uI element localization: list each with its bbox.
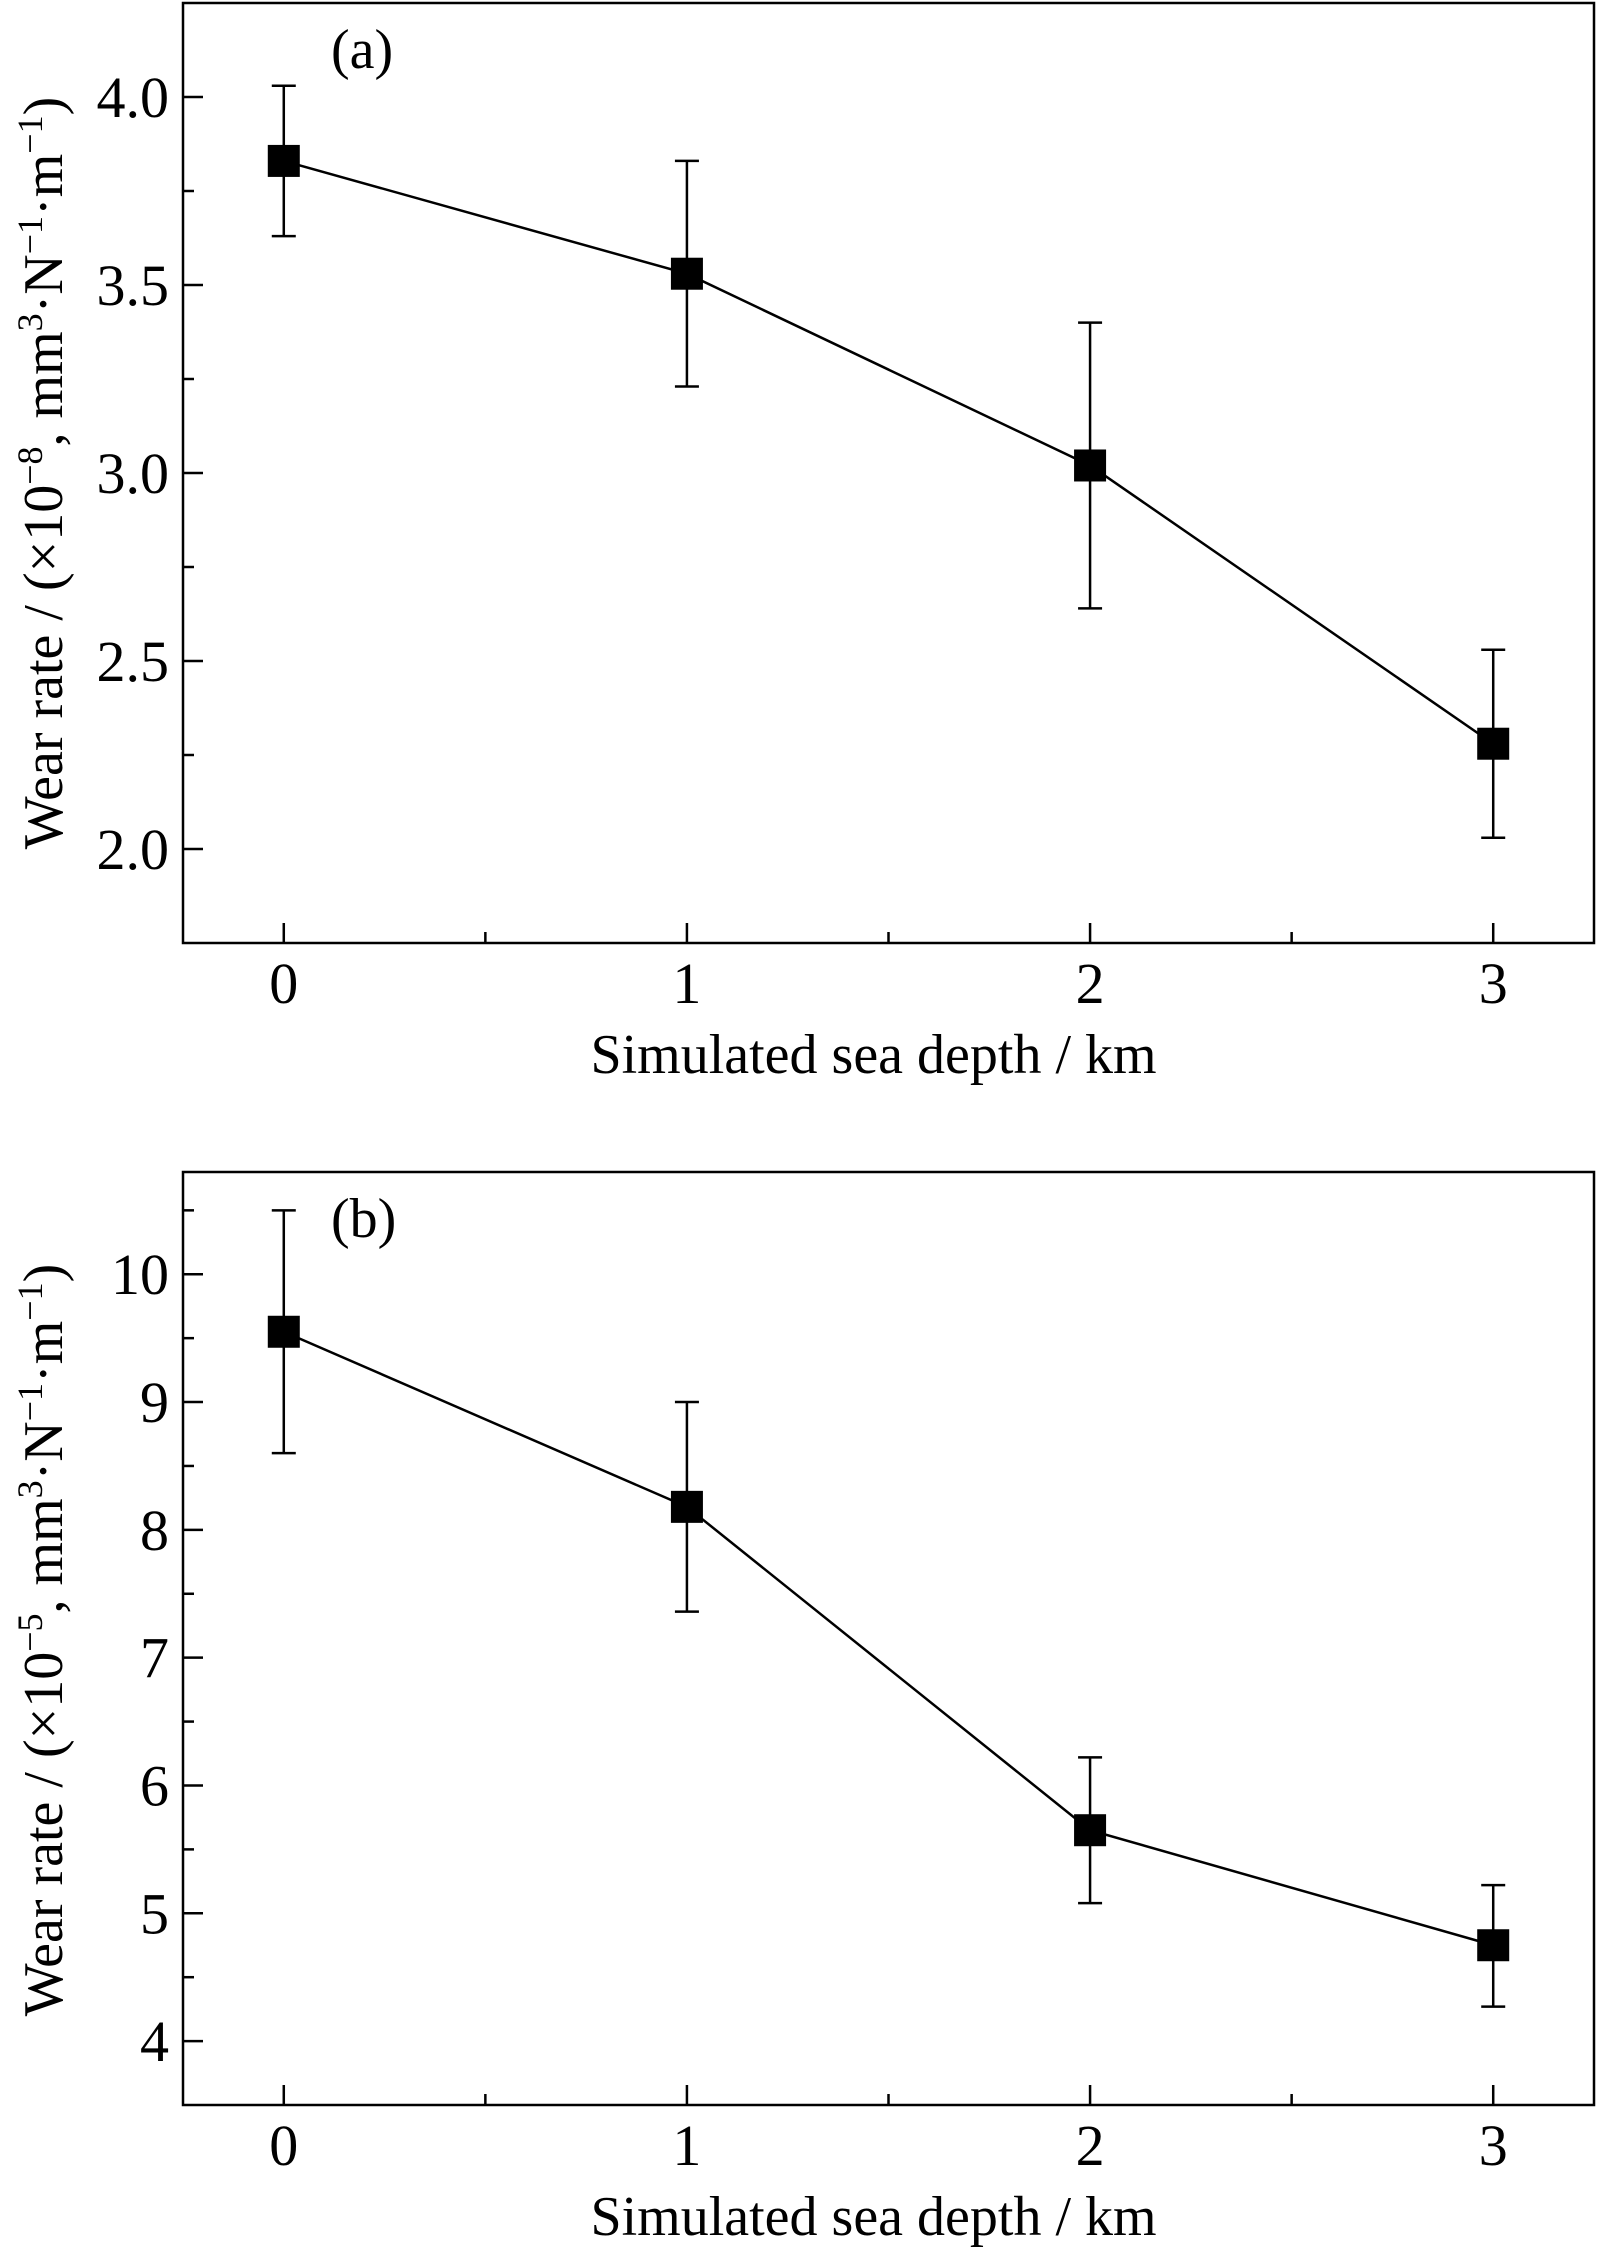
y-tick-label: 7 bbox=[140, 1626, 169, 1691]
y-tick-label: 6 bbox=[140, 1753, 169, 1818]
y-axis-title-text: Wear rate / (×10 bbox=[13, 1652, 75, 2016]
data-point-marker bbox=[670, 1490, 703, 1523]
y-axis-title-superscript: −1 bbox=[10, 1383, 50, 1421]
y-axis-title-text: ) bbox=[13, 1264, 75, 1283]
x-tick-label: 3 bbox=[1479, 2113, 1508, 2178]
y-axis-title-text: ·N bbox=[13, 1421, 75, 1480]
y-axis-title-text: ·N bbox=[13, 254, 75, 313]
data-point-marker bbox=[670, 257, 703, 290]
y-tick-label: 2.5 bbox=[97, 629, 170, 694]
y-axis-title-superscript: 3 bbox=[10, 1480, 50, 1498]
data-point-marker bbox=[1477, 1929, 1510, 1962]
data-point-marker bbox=[1477, 727, 1510, 760]
y-axis-title-text: ) bbox=[13, 97, 75, 116]
y-axis-title-text: , mm bbox=[13, 1498, 75, 1613]
y-tick-label: 4.0 bbox=[97, 65, 170, 130]
y-axis-title: Wear rate / (×10−5, mm3·N−1·m−1) bbox=[10, 1264, 75, 2016]
x-tick-label: 1 bbox=[672, 951, 701, 1016]
y-axis-title-text: , mm bbox=[13, 331, 75, 446]
panel-label: (a) bbox=[331, 19, 393, 81]
y-axis-title: Wear rate / (×10−8, mm3·N−1·m−1) bbox=[10, 97, 75, 849]
chart-panel-b: 0 1 2 3 4 5 6 7 8 9 10 Simulated sea depth / km Wear… bbox=[10, 1170, 1596, 2248]
y-axis-title-superscript: −1 bbox=[10, 216, 50, 254]
y-tick-label: 8 bbox=[140, 1498, 169, 1563]
y-axis-title-superscript: −1 bbox=[10, 115, 50, 153]
data-point-marker bbox=[267, 144, 300, 177]
panel-label: (b) bbox=[331, 1188, 396, 1250]
y-axis-title-superscript: 3 bbox=[10, 313, 50, 331]
x-axis-title: Simulated sea depth / km bbox=[590, 1024, 1156, 1086]
y-axis-title-superscript: −1 bbox=[10, 1282, 50, 1320]
data-point-marker bbox=[267, 1315, 300, 1348]
x-axis-title: Simulated sea depth / km bbox=[590, 2186, 1156, 2248]
y-axis-title-exponent: −5 bbox=[10, 1613, 50, 1651]
series-line bbox=[283, 159, 1494, 745]
y-tick-label: 3.0 bbox=[97, 441, 170, 506]
x-tick-label: 3 bbox=[1479, 951, 1508, 1016]
data-point-marker bbox=[1074, 449, 1107, 482]
y-tick-label: 5 bbox=[140, 1881, 169, 1946]
x-tick-label: 1 bbox=[672, 2113, 701, 2178]
x-tick-label: 2 bbox=[1076, 951, 1105, 1016]
y-axis-title-text: ·m bbox=[13, 1321, 75, 1383]
y-axis-title-text: ·m bbox=[13, 154, 75, 216]
x-tick-label: 0 bbox=[269, 2113, 298, 2178]
series-line bbox=[283, 1330, 1494, 1947]
x-tick-label: 2 bbox=[1076, 2113, 1105, 2178]
y-tick-label: 3.5 bbox=[97, 253, 170, 318]
y-tick-label: 4 bbox=[140, 2009, 169, 2074]
y-tick-label: 10 bbox=[111, 1242, 169, 1307]
y-tick-label: 2.0 bbox=[97, 817, 170, 882]
y-axis-title-exponent: −8 bbox=[10, 446, 50, 484]
data-point-marker bbox=[1074, 1814, 1107, 1847]
chart-panel-a: 0 1 2 3 2.0 2.5 3.0 3.5 4.0 Simulated sea depth /… bbox=[10, 1, 1596, 1086]
x-tick-label: 0 bbox=[269, 951, 298, 1016]
y-tick-label: 9 bbox=[140, 1370, 169, 1435]
y-axis-title-text: Wear rate / (×10 bbox=[13, 485, 75, 849]
